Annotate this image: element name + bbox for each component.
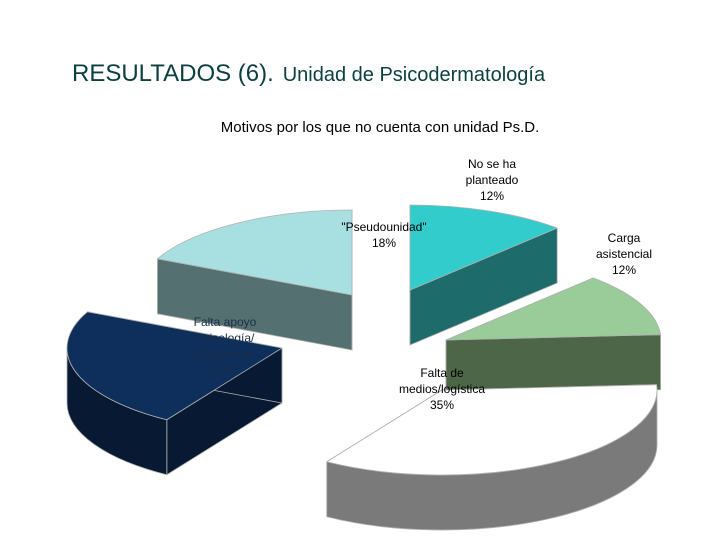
slice-label-line: 18% (372, 236, 396, 250)
pie-slice-1 (409, 204, 558, 291)
slice-label-4: Falta apoyo Psicología/Psiquiatría 23% (194, 315, 257, 377)
slice-label-line: asistencial (596, 247, 652, 261)
slice-label-line: 23% (213, 363, 237, 377)
slice-label-line: No se ha (468, 157, 516, 171)
slice-label-3: Falta de medios/logística 35% (399, 366, 485, 412)
pie-slice-4 (66, 311, 283, 421)
slide-title-sub: Unidad de Psicodermatología (282, 64, 546, 86)
slice-label-line: Falta apoyo (194, 315, 257, 329)
slice-label-5: "Pseudounidad" 18% (341, 220, 426, 250)
slide-title-main: RESULTADOS (6). (72, 60, 274, 87)
pie-slice-5 (157, 209, 353, 296)
slice-label-1: No se ha planteado 12% (466, 157, 519, 203)
slice-label-line: planteado (466, 173, 519, 187)
slice-label-line: Carga (608, 231, 641, 245)
slice-label-line: "Pseudounidad" (341, 220, 426, 234)
pie-slice-3 (326, 384, 658, 476)
chart-title: Motivos por los que no cuenta con unidad… (220, 119, 540, 136)
slice-label-2: Carga asistencial 12% (596, 231, 652, 277)
slice-label-line: medios/logística (399, 382, 485, 396)
slice-label-line: Psiquiatría (197, 347, 254, 361)
pie-slice-2 (445, 277, 661, 341)
slice-label-line: 35% (430, 398, 454, 412)
slice-label-line: Psicología/ (196, 331, 255, 345)
slide-title: RESULTADOS (6). Unidad de Psicodermatolo… (72, 52, 545, 89)
slice-label-line: 12% (480, 189, 504, 203)
slice-label-line: 12% (612, 263, 636, 277)
slice-label-line: Falta de (420, 366, 464, 380)
